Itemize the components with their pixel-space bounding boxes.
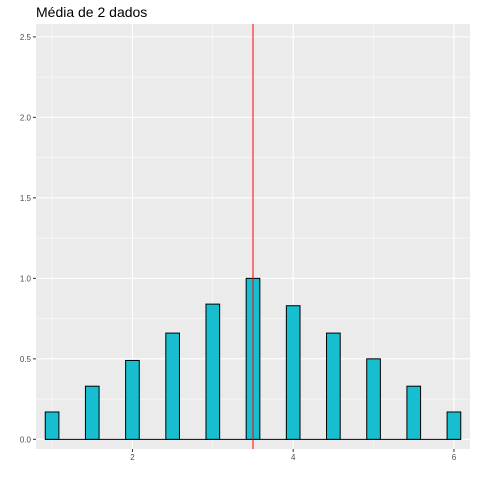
bar (366, 358, 381, 440)
x-tick-label: 6 (452, 453, 457, 462)
y-tick-label: 0.0 (20, 435, 32, 444)
y-tick-label: 0.5 (20, 355, 32, 364)
bar (406, 385, 422, 440)
bar (326, 332, 341, 440)
y-tick-label: 1.5 (20, 194, 32, 203)
bar (125, 359, 140, 440)
y-tick-label: 2.0 (20, 113, 32, 122)
bar (285, 305, 301, 440)
y-tick-label: 2.5 (20, 33, 32, 42)
bar (44, 411, 60, 440)
bar (84, 385, 100, 440)
bar (205, 303, 221, 440)
bar (446, 411, 462, 440)
x-tick-label: 2 (130, 453, 135, 462)
x-axis-ticks: 2 4 6 (130, 449, 457, 462)
x-tick-label: 4 (291, 453, 296, 462)
bar (165, 332, 180, 440)
chart-title: Média de 2 dados (36, 4, 147, 20)
y-tick-label: 1.0 (20, 274, 32, 283)
y-axis-ticks: 0.0 0.5 1.0 1.5 2.0 2.5 (20, 33, 36, 444)
